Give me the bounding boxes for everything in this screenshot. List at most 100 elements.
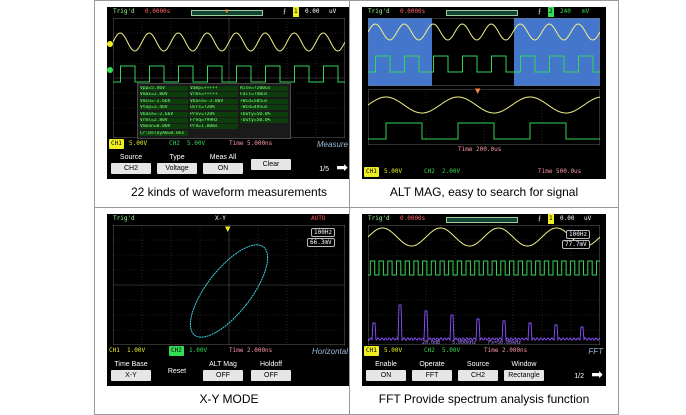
ch2-marker-icon	[107, 67, 113, 73]
ch2-waveform	[368, 260, 600, 276]
fft-sample-rate: Fs=50.00kHz	[488, 340, 522, 346]
channel-badge: 2	[548, 7, 554, 17]
ch2-waveform	[368, 55, 600, 73]
measurement-cell: Cr:DelayAB=0.0ns	[140, 130, 188, 136]
frequency-readout: 100Hz	[311, 228, 336, 237]
source-softkey[interactable]: Source CH2	[456, 359, 500, 384]
trigger-position: 0.0000s	[145, 8, 171, 15]
ch1-marker-icon	[107, 41, 113, 47]
info-bar: CH1 5.00V CH2 5.00V Time 2.000ns	[362, 346, 606, 356]
trigger-level: 0.00	[560, 215, 575, 222]
panel-caption: ALT MAG, easy to search for signal	[389, 185, 579, 199]
measurement-cell: Ovrs=?20%	[190, 105, 238, 111]
ch1-label: CH1	[364, 167, 379, 177]
scope-screen-xy: Trig'd X-Y AUTO ▼ 100Hz 66.3mV CH1 1.00V…	[107, 214, 351, 386]
ch2-scale: 2.00V	[442, 168, 461, 175]
softkey-label: ALT Mag	[209, 361, 237, 368]
trigger-status: Trig'd	[368, 8, 390, 15]
softkey-label: Type	[169, 154, 185, 161]
softkey-label: Time Base	[114, 361, 148, 368]
page-indicator: 1/2	[574, 373, 584, 380]
window-softkey[interactable]: Window Rectangle	[502, 359, 546, 384]
softkey-value: CH2	[458, 370, 498, 381]
next-page-arrow-icon[interactable]: ➡	[591, 367, 603, 383]
time-scale: 500.0us	[556, 168, 582, 175]
measurement-cell: Vamp=+++++	[190, 86, 238, 91]
fft-span: 5.000kHz	[452, 340, 477, 346]
clear-softkey[interactable]: Clear	[249, 152, 293, 177]
ch1-label: CH1	[109, 347, 120, 354]
time-base-softkey[interactable]: Time Base X-Y	[109, 359, 153, 384]
ch2-label: CH2	[424, 168, 435, 175]
xy-mode-label: X-Y	[215, 215, 226, 222]
trigger-position: 0.0000s	[400, 215, 426, 222]
ch1-waveform	[368, 227, 600, 247]
alt-mag-softkey[interactable]: ALT Mag OFF	[201, 359, 245, 384]
softkey-value: OFF	[251, 370, 291, 381]
scope-screen-fft: Trig'd 0.0000s ⨍ 1 0.00 uV 100Hz 77.7mV …	[362, 214, 606, 386]
trigger-status: Trig'd	[113, 215, 135, 222]
time-label: Time	[538, 168, 553, 175]
holdoff-softkey[interactable]: Holdoff OFF	[249, 359, 293, 384]
softkey-value: CH2	[111, 163, 151, 174]
measurement-cell: Vbase=-3.00V	[190, 98, 238, 104]
time-scale: 5.000ns	[247, 140, 273, 147]
measurement-cell: Prd=1.00ms	[190, 124, 238, 130]
measurement-cell: Vmin=-2.66V	[140, 98, 188, 104]
softkey-value: ON	[203, 163, 243, 174]
memory-bar-icon	[446, 217, 518, 223]
page-indicator: 1/5	[319, 166, 329, 173]
softkey-value: ON	[366, 370, 406, 381]
scope-screen-measure: Trig'd 0.0000s ▼ ⨍ 1 0.00 uV Vpp=5.46V Va…	[107, 7, 351, 179]
source-softkey[interactable]: Source CH2	[109, 152, 153, 177]
ch2-scale: 1.00V	[189, 347, 208, 354]
ch2-zoom-waveform	[368, 122, 600, 140]
next-page-arrow-icon[interactable]: ➡	[336, 160, 348, 176]
fft-spectrum	[368, 304, 600, 342]
ch1-zoom-waveform	[368, 96, 600, 114]
time-label: Time	[229, 140, 244, 147]
enable-softkey[interactable]: Enable ON	[364, 359, 408, 384]
scope-screen-altmag: Trig'd 0.0000s ⨍ 2 240 mV ▼ Time 200.0us…	[362, 7, 606, 179]
status-bar: Trig'd 0.0000s ⨍ 2 240 mV	[362, 7, 606, 17]
reset-softkey[interactable]: Reset	[155, 359, 199, 384]
measurement-cell: Fall=?40us	[240, 92, 288, 98]
panel-measurements: Trig'd 0.0000s ▼ ⨍ 1 0.00 uV Vpp=5.46V Va…	[94, 0, 364, 208]
time-label: Time	[229, 347, 244, 354]
zoom-window-right	[514, 18, 600, 86]
ch2-label: CH2	[169, 140, 180, 147]
measurement-cell: Vpp=5.46V	[140, 86, 188, 91]
softkey-menu: Measure Source CH2 Type Voltage Meas All ON…	[107, 140, 351, 179]
softkey-label: Reset	[167, 368, 187, 375]
ch1-label: CH1	[109, 139, 124, 149]
type-softkey[interactable]: Type Voltage	[155, 152, 199, 177]
meas-all-softkey[interactable]: Meas All ON	[201, 152, 245, 177]
channel-badge: 1	[293, 7, 299, 17]
status-bar: Trig'd X-Y AUTO	[107, 214, 351, 224]
measurement-cell: Vrms=+++++	[190, 92, 238, 98]
amplitude-readout: 66.3mV	[307, 238, 335, 247]
softkey-label: Window	[511, 361, 537, 368]
main-window-grid	[368, 18, 600, 86]
measurement-cell: Freq=?99Hz	[190, 118, 238, 123]
menu-title: Horizontal	[311, 347, 348, 356]
softkey-label: Enable	[375, 361, 397, 368]
ch1-scale: 1.00V	[127, 347, 146, 354]
time-label: Time	[484, 347, 499, 354]
softkey-value: Voltage	[157, 163, 197, 174]
xy-grid	[113, 225, 345, 345]
lissajous-trace	[189, 244, 269, 338]
softkey-label: Operate	[419, 361, 445, 368]
info-bar: CH1 5.00V CH2 2.00V Time 500.0us	[362, 167, 606, 177]
operate-softkey[interactable]: Operate FFT	[410, 359, 454, 384]
trigger-marker-icon: ▼	[225, 8, 229, 15]
menu-title: FFT	[588, 347, 603, 356]
measurement-cell: Vtop=3.46V	[140, 105, 188, 111]
info-bar: CH1 1.00V CH2 1.00V Time 2.000ns	[107, 346, 351, 356]
ch1-label: CH1	[364, 346, 379, 356]
edge-icon: ⨍	[538, 8, 542, 15]
memory-bar-icon	[191, 10, 263, 16]
panel-xy-mode: Trig'd X-Y AUTO ▼ 100Hz 66.3mV CH1 1.00V…	[94, 207, 364, 415]
trigger-unit: mV	[582, 8, 590, 15]
softkey-value: Clear	[251, 159, 291, 170]
